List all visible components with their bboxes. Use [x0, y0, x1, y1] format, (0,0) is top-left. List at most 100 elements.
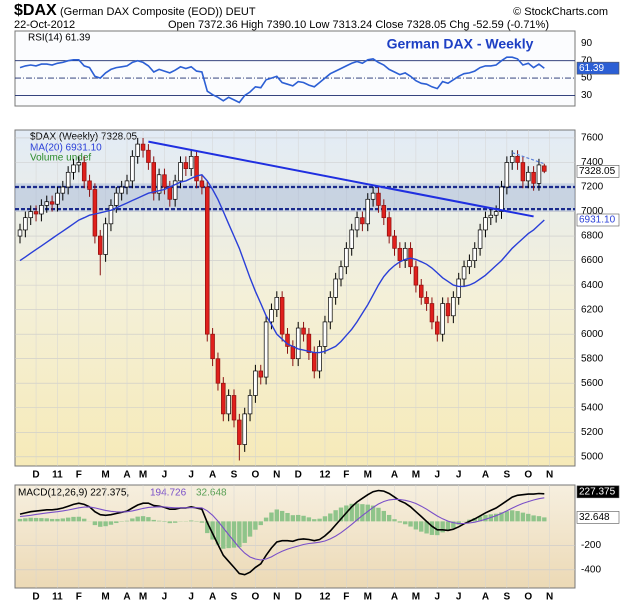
- value-tag: 7328.05: [579, 166, 616, 177]
- candle-body: [451, 297, 456, 317]
- histogram-bar: [124, 520, 130, 522]
- value-tag: 61.39: [579, 63, 604, 74]
- histogram-bar: [269, 512, 274, 522]
- candle-body: [381, 205, 387, 219]
- histogram-bar: [477, 516, 483, 522]
- x-tick-label: D: [32, 592, 39, 601]
- x-tick-label: A: [482, 592, 489, 601]
- candle-body: [162, 174, 167, 188]
- histogram-bar: [237, 521, 242, 548]
- trendline: [512, 152, 545, 165]
- candle-body: [488, 214, 494, 219]
- candle-body: [49, 201, 55, 205]
- histogram-bar: [189, 520, 194, 522]
- candle-body: [39, 205, 44, 215]
- histogram-legend: 32.648: [196, 488, 227, 499]
- candle-body: [108, 205, 114, 225]
- candle-body: [328, 297, 333, 323]
- histogram-bar: [386, 514, 392, 522]
- y-tick-label: 90: [581, 38, 593, 49]
- candle-body: [146, 149, 151, 163]
- candle-body: [60, 186, 66, 194]
- histogram-bar: [263, 517, 269, 522]
- value-tag: 227.375: [579, 486, 616, 497]
- candle-body: [456, 278, 461, 298]
- candle-body: [386, 217, 392, 237]
- histogram-bar: [445, 521, 451, 531]
- candle-body: [178, 162, 183, 182]
- histogram-bar: [403, 521, 408, 525]
- candle-body: [295, 327, 301, 360]
- y-tick-label: 7400: [581, 157, 604, 168]
- x-tick-label: 11: [52, 592, 63, 601]
- candle-body: [205, 186, 210, 335]
- candle-body: [269, 309, 274, 323]
- histogram-bar: [360, 504, 365, 522]
- candle-body: [499, 186, 504, 212]
- histogram-bar: [210, 521, 215, 540]
- histogram-bar: [301, 515, 306, 522]
- candle-body: [55, 192, 60, 205]
- histogram-bar: [135, 516, 140, 522]
- price-legend: $DAX (Weekly) 7328.05: [30, 132, 138, 143]
- histogram-bar: [60, 518, 65, 522]
- candle-body: [285, 333, 290, 347]
- histogram-bar: [258, 521, 263, 526]
- candle-body: [312, 352, 317, 372]
- histogram-bar: [146, 517, 151, 522]
- candle-body: [370, 192, 376, 200]
- date: 22-Oct-2012: [14, 19, 75, 31]
- y-tick-label: 6000: [581, 329, 604, 340]
- histogram-bar: [98, 521, 103, 527]
- histogram-bar: [451, 521, 456, 528]
- value-tag-box: [576, 511, 620, 524]
- y-tick-label: 5600: [581, 378, 604, 389]
- candle-body: [210, 333, 215, 360]
- histogram-bar: [76, 516, 82, 522]
- y-tick-label: 70: [581, 55, 593, 66]
- candle-body: [333, 278, 338, 298]
- value-tag: 6931.10: [579, 215, 616, 226]
- candle-body: [397, 247, 403, 261]
- candle-body: [525, 171, 531, 182]
- rsi-panel: [14, 30, 576, 107]
- candle-body: [392, 235, 397, 249]
- histogram-bar: [205, 521, 210, 534]
- rsi-legend: RSI(14) 61.39: [28, 33, 91, 44]
- histogram-bar: [140, 516, 146, 522]
- x-tick-label: M: [101, 592, 109, 601]
- candle-body: [221, 382, 226, 415]
- candle-body: [263, 321, 269, 378]
- histogram-bar: [44, 518, 49, 522]
- candle-body: [119, 186, 124, 194]
- histogram-bar: [253, 521, 258, 530]
- candle-body: [520, 162, 526, 182]
- histogram-bar: [333, 510, 338, 522]
- histogram-bar: [290, 515, 296, 522]
- histogram-bar: [536, 516, 542, 522]
- candle-body: [135, 143, 140, 157]
- histogram-bar: [167, 521, 172, 524]
- y-tick-label: 7600: [581, 133, 604, 144]
- candle-body: [167, 186, 173, 200]
- x-tick-label: M: [364, 592, 372, 601]
- histogram-bar: [108, 521, 114, 525]
- histogram-bar: [483, 514, 488, 522]
- x-tick-label: J: [456, 470, 462, 481]
- candle-body: [124, 180, 130, 188]
- candle-body: [17, 229, 23, 237]
- x-tick-label: A: [391, 470, 398, 481]
- x-tick-label: M: [139, 592, 147, 601]
- candle-body: [322, 321, 328, 347]
- x-tick-label: O: [524, 470, 532, 481]
- x-tick-label: N: [546, 592, 553, 601]
- candle-body: [365, 198, 371, 225]
- histogram-bar: [429, 521, 435, 535]
- candle-body: [467, 260, 472, 268]
- candle-body: [194, 156, 199, 182]
- histogram-bar: [242, 521, 247, 543]
- candle-body: [435, 321, 440, 335]
- x-tick-label: J: [162, 470, 168, 481]
- candle-body: [338, 266, 344, 280]
- candle-body: [306, 333, 312, 353]
